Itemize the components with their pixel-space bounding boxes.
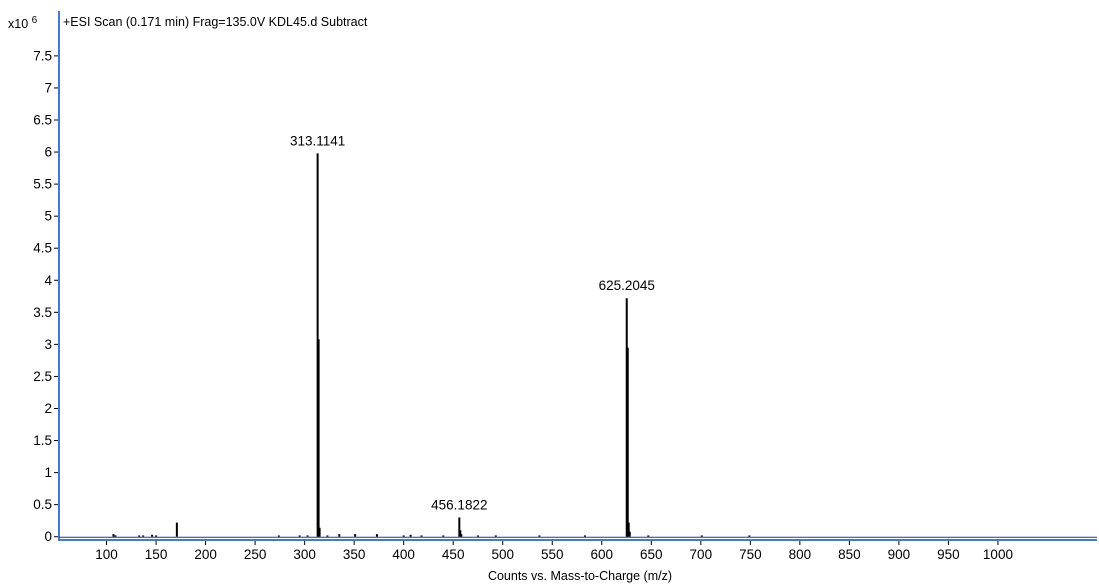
y-tick-label: 7 [44,80,52,95]
y-tick-label: 3 [44,337,52,352]
x-tick-label: 750 [739,547,762,562]
y-exponent-label: x10 6 [8,15,38,31]
y-tick-label: 6 [44,145,52,160]
y-tick-label: 4 [44,273,52,288]
x-tick-label: 300 [293,547,316,562]
peak-labels: 313.1141 456.1822 625.2045 [290,133,655,512]
peak-label: 625.2045 [599,278,655,293]
x-tick-label: 1000 [983,547,1013,562]
y-axis-ticks: 0 0.5 1 1.5 2 2.5 3 3.5 4 4.5 5 5.5 6 6.5 7 7.5 [33,48,59,544]
x-tick-label: 150 [145,547,168,562]
x-tick-label: 350 [343,547,366,562]
x-tick-label: 500 [491,547,514,562]
peak-label: 313.1141 [290,133,345,148]
y-tick-label: 3.5 [33,305,52,320]
y-tick-label: 1 [44,465,52,480]
x-tick-label: 200 [194,547,217,562]
y-tick-label: 1.5 [33,433,52,448]
y-tick-label: 4.5 [33,241,52,256]
x-tick-label: 600 [591,547,614,562]
x-tick-label: 650 [640,547,663,562]
x-tick-label: 400 [392,547,415,562]
y-exponent-base: x10 [8,17,28,31]
x-tick-label: 900 [888,547,911,562]
y-tick-label: 2.5 [33,369,52,384]
chart-title: +ESI Scan (0.171 min) Frag=135.0V KDL45.… [63,15,368,29]
y-tick-label: 7.5 [33,48,52,63]
x-axis-title: Counts vs. Mass-to-Charge (m/z) [488,569,672,583]
x-axis-ticks: 100 150 200 250 300 350 400 450 500 550 600 650 700 7… [95,540,1013,562]
spectrum-peaks [112,153,751,537]
x-tick-label: 100 [95,547,118,562]
x-tick-label: 800 [789,547,812,562]
y-tick-label: 0.5 [33,497,52,512]
y-tick-label: 6.5 [33,112,52,127]
y-tick-label: 2 [44,401,52,416]
y-exponent-power: 6 [32,15,38,26]
y-tick-label: 5 [44,209,52,224]
x-tick-label: 450 [442,547,465,562]
peak-label: 456.1822 [431,497,487,512]
y-tick-label: 0 [44,529,52,544]
x-tick-label: 250 [244,547,267,562]
x-tick-label: 950 [937,547,960,562]
x-tick-label: 700 [690,547,713,562]
x-tick-label: 850 [838,547,861,562]
y-tick-label: 5.5 [33,177,52,192]
x-tick-label: 550 [541,547,564,562]
